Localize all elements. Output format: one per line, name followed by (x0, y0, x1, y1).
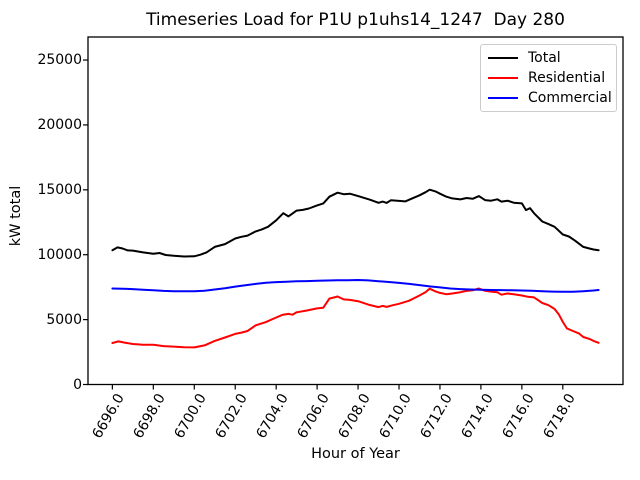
plot-frame (87, 36, 624, 386)
total-line-swatch (488, 57, 518, 59)
commercial-line-swatch (488, 97, 518, 99)
y-axis-label: kW total (8, 185, 24, 247)
y-tick-label: 15000 (37, 181, 82, 198)
legend-label-commercial: Commercial (528, 90, 612, 106)
residential-line-swatch (488, 77, 518, 79)
y-tick-label: 5000 (46, 311, 82, 328)
legend-entry-total: Total (488, 48, 610, 68)
legend-label-residential: Residential (528, 70, 606, 86)
legend: Total Residential Commercial (480, 44, 617, 112)
legend-label-total: Total (528, 50, 561, 66)
legend-entry-residential: Residential (488, 68, 610, 88)
y-tick-label: 10000 (37, 246, 82, 263)
series-total-line (111, 188, 600, 258)
chart-title: Timeseries Load for P1U p1uhs14_1247 Day… (146, 10, 565, 30)
y-tick-label: 25000 (37, 52, 82, 69)
y-tick-label: 20000 (37, 116, 82, 133)
legend-entry-commercial: Commercial (488, 88, 612, 108)
x-axis-label: Hour of Year (311, 446, 400, 462)
y-tick-label: 0 (73, 376, 82, 393)
series-residential-line (111, 287, 600, 349)
series-commercial-line (111, 279, 600, 293)
